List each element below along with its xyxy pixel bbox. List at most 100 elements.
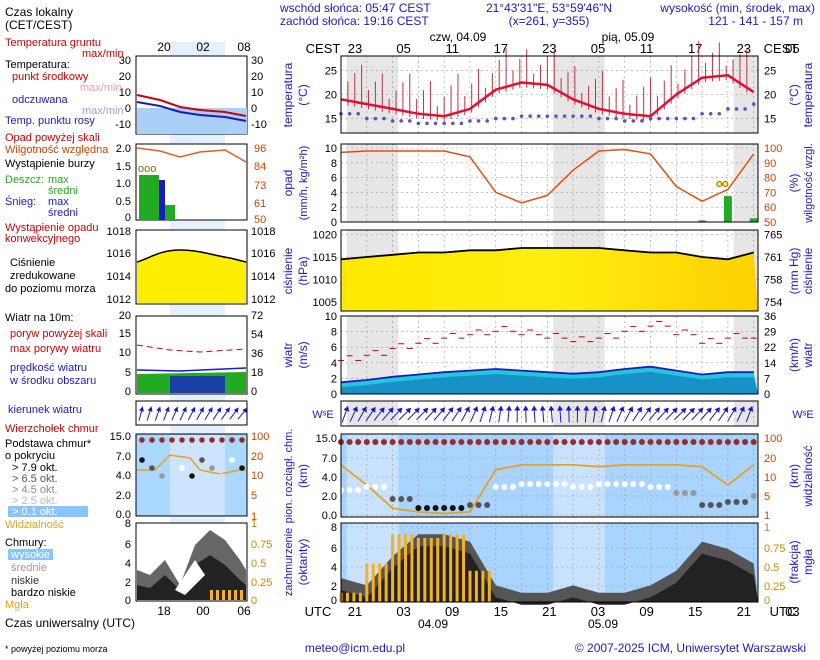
legend-cloud-base-dot bbox=[219, 473, 225, 479]
tick: 8 bbox=[125, 518, 131, 530]
wind-arrow bbox=[700, 407, 712, 421]
legend-cloud-top-dot bbox=[209, 437, 215, 443]
legend-okt-45: > 4.5 okt. bbox=[12, 484, 58, 496]
legend-cl-high bbox=[175, 560, 205, 595]
dew-point-dot bbox=[726, 107, 730, 111]
wind-arrow-head bbox=[697, 407, 704, 414]
wind-arrow bbox=[341, 405, 350, 423]
legend-cloud-base: Podstawa chmur* bbox=[5, 438, 92, 450]
right-tick-label: 20 bbox=[764, 90, 776, 102]
cloud-top-dot bbox=[656, 439, 663, 445]
tick: 0 bbox=[125, 103, 131, 115]
utc-label-right: UTC bbox=[770, 604, 797, 619]
tick: 10 bbox=[119, 347, 131, 359]
cloud-top-dot bbox=[724, 439, 731, 445]
cloud-top-dot bbox=[509, 439, 516, 445]
cloud-top-dot bbox=[707, 439, 714, 445]
legend-wind-line bbox=[136, 367, 247, 372]
right-tick-label: 0.75 bbox=[764, 543, 785, 555]
axis-title: (km) bbox=[787, 464, 801, 488]
right-tick-label: 100 bbox=[764, 143, 782, 155]
cloud-base-dot bbox=[492, 484, 499, 490]
bottom-time-ticks: 21 03 09 15 21 03 09 15 21 03 bbox=[348, 604, 800, 619]
wind-arrow-head bbox=[439, 407, 446, 414]
footer-email[interactable]: meteo@icm.edu.pl bbox=[305, 641, 405, 655]
dew-point-dot bbox=[734, 107, 739, 111]
legend-snow-mean: średni bbox=[48, 207, 78, 219]
right-tick-label: 70 bbox=[764, 187, 776, 199]
cloud-base-dot bbox=[518, 481, 525, 487]
right-tick-label: 50 bbox=[764, 217, 776, 229]
cloud-base-dot bbox=[527, 481, 534, 487]
compass-left: WˢE bbox=[312, 409, 333, 421]
wind-arrow bbox=[407, 407, 420, 421]
cloud-base-dot bbox=[389, 496, 396, 502]
wind-arrow-head bbox=[609, 405, 616, 412]
wind-arrow-head bbox=[689, 407, 695, 414]
right-tick-label: 0.5 bbox=[764, 562, 779, 574]
wind-arrow bbox=[632, 406, 642, 422]
cloud-base-dot bbox=[638, 481, 645, 487]
tick: 20 bbox=[251, 451, 263, 463]
panel-border bbox=[340, 522, 759, 603]
cloud-top-dot bbox=[423, 439, 430, 445]
tick: 0 bbox=[125, 386, 131, 398]
panel-border bbox=[340, 315, 759, 395]
wind-arrow bbox=[727, 406, 737, 422]
dew-point-dot bbox=[528, 114, 532, 118]
date2-label: 05.09 bbox=[588, 617, 618, 631]
cloud-top-dot bbox=[380, 439, 387, 445]
dew-point-dot bbox=[356, 111, 360, 116]
panel-bg bbox=[341, 401, 758, 426]
fog-bar bbox=[371, 563, 375, 602]
wind-arrow bbox=[531, 405, 538, 423]
night-shade bbox=[733, 401, 758, 426]
cloud-base-dot bbox=[742, 499, 749, 505]
left-tick-label: 10 bbox=[325, 143, 337, 155]
bottom-tick-label: 03 bbox=[591, 604, 605, 619]
legend-pres1: Ciśnienie bbox=[10, 257, 55, 269]
left-tick-label: 0 bbox=[331, 217, 337, 229]
legend-arrow-head bbox=[216, 407, 222, 413]
tick: 10 bbox=[251, 470, 263, 482]
axis-title: wiatr bbox=[801, 342, 815, 368]
wind-arrow bbox=[665, 407, 678, 421]
wind-arrow bbox=[365, 406, 376, 422]
tick: 1016 bbox=[251, 248, 275, 260]
fog-bar bbox=[416, 537, 420, 602]
wind-arrow bbox=[745, 406, 754, 423]
top-tick-label: 11 bbox=[640, 41, 654, 56]
bottom-tick-label: 21 bbox=[348, 604, 362, 619]
tick: 4 bbox=[125, 558, 131, 570]
legend-temperature: Temperatura: bbox=[5, 59, 70, 71]
wind-arrow-head bbox=[583, 405, 590, 411]
legend-okt-01-bg bbox=[8, 506, 88, 517]
wind-arrow-head bbox=[447, 407, 454, 413]
legend-rain-bar2 bbox=[165, 205, 175, 220]
dew-point-dot bbox=[450, 121, 455, 126]
dew-point-dot bbox=[476, 119, 481, 123]
dew-point-dot bbox=[588, 114, 593, 118]
legend-wind-arrow bbox=[204, 406, 213, 421]
wind-arrow-head bbox=[497, 405, 504, 412]
top-tick-label: 17 bbox=[688, 41, 702, 56]
cloud-top-dot bbox=[552, 439, 559, 445]
cloud-base-dot bbox=[724, 499, 731, 505]
left-tick-label: 2 bbox=[331, 202, 337, 214]
dew-point-dot bbox=[579, 114, 584, 118]
wind-arrow-head bbox=[405, 407, 412, 414]
dew-point-dot bbox=[545, 114, 550, 118]
cloud-top-dot bbox=[544, 439, 551, 445]
left-tick-label: 1015 bbox=[313, 252, 337, 264]
legend-visibility: Widzialność bbox=[5, 519, 64, 531]
tick: 0 bbox=[251, 386, 257, 398]
utc-label-left: UTC bbox=[305, 604, 332, 619]
dew-point-dot bbox=[614, 116, 618, 121]
dew-point-dot bbox=[493, 116, 498, 121]
legend-max-gust: max porywy wiatru bbox=[10, 343, 101, 355]
legend-arrow-head bbox=[207, 406, 213, 413]
left-tick-label: 8 bbox=[331, 158, 337, 170]
legend-clouds: Chmury: bbox=[5, 537, 47, 549]
top-tick-label: 23 bbox=[737, 41, 751, 56]
legend-temp-axis-right: 30 20 10 0 -10 bbox=[251, 55, 267, 131]
